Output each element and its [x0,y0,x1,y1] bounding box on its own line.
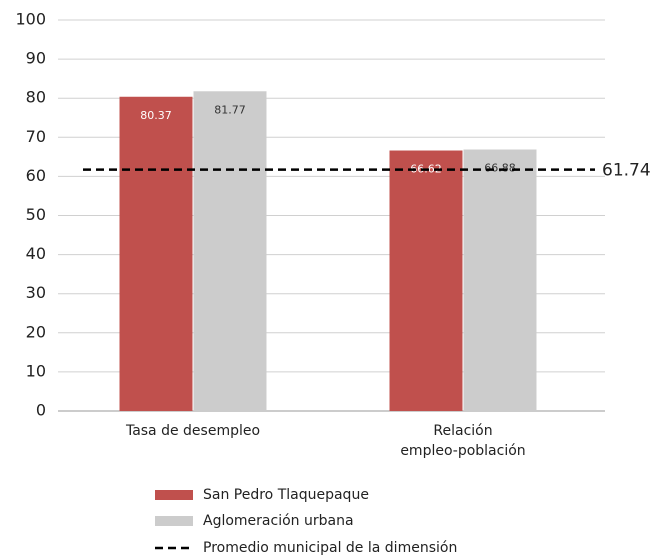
bar [193,91,267,411]
x-tick-label: Tasa de desempleo [125,423,260,439]
value-label: 66.88 [484,161,516,174]
y-tick-label: 100 [15,10,46,29]
y-tick-label: 40 [26,244,46,263]
y-tick-label: 20 [26,322,46,341]
x-tick-label-line: Relación [433,423,492,439]
x-tick-label-line: Tasa de desempleo [125,423,260,439]
x-tick-label-line: empleo-población [400,443,525,459]
value-label: 81.77 [214,103,246,116]
y-tick-label: 50 [26,205,46,224]
legend-label: Promedio municipal de la dimensión [203,540,457,556]
y-tick-label: 0 [36,401,46,420]
y-tick-label: 60 [26,166,46,185]
bar [463,149,537,411]
reference-label: 61.74 [602,161,651,181]
value-label: 80.37 [140,109,172,122]
y-tick-label: 90 [26,49,46,68]
bar [119,96,193,412]
y-tick-label: 70 [26,127,46,146]
legend-label: San Pedro Tlaquepaque [203,487,369,503]
legend-swatch [155,516,193,526]
y-tick-label: 80 [26,88,46,107]
legend-swatch [155,490,193,500]
bar [389,150,463,411]
x-tick-label: Relación empleo-población [400,423,525,459]
y-tick-label: 10 [26,361,46,380]
legend-label: Aglomeración urbana [203,513,354,529]
y-tick-label: 30 [26,283,46,302]
